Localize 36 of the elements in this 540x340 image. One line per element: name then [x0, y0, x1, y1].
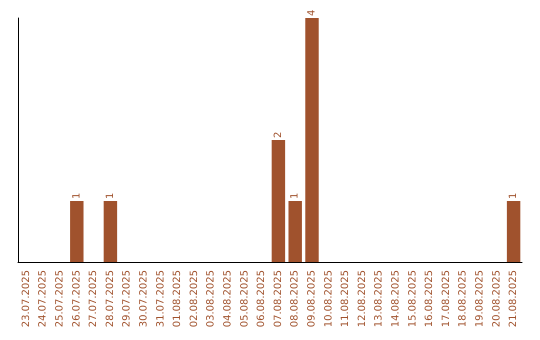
- x-tick-label: 29.07.2025: [122, 270, 133, 328]
- x-tick-label: 31.07.2025: [155, 270, 166, 328]
- x-tick-label: 08.08.2025: [290, 270, 301, 328]
- data-label: 1: [290, 192, 301, 199]
- data-label: 2: [272, 132, 284, 138]
- x-tick-label: 06.08.2025: [256, 270, 268, 328]
- x-tick-label: 10.08.2025: [323, 270, 334, 328]
- x-tick-label: 09.08.2025: [306, 270, 318, 328]
- data-label: 4: [306, 10, 318, 16]
- x-tick-label: 21.08.2025: [508, 270, 520, 328]
- x-tick-label: 20.08.2025: [491, 270, 502, 328]
- x-tick-label: 12.08.2025: [356, 270, 368, 328]
- x-tick-label: 24.07.2025: [38, 270, 49, 328]
- x-tick-label: 16.08.2025: [424, 270, 436, 328]
- x-tick-label: 13.08.2025: [374, 270, 385, 328]
- x-tick-label: 19.08.2025: [474, 270, 486, 328]
- x-tick-label: 25.07.2025: [54, 270, 66, 328]
- x-tick-label: 04.08.2025: [222, 270, 234, 328]
- data-label: 1: [71, 192, 82, 199]
- data-label: 1: [508, 192, 520, 199]
- x-tick-label: 18.08.2025: [458, 270, 469, 328]
- x-tick-label: 03.08.2025: [206, 270, 217, 328]
- x-tick-label: 17.08.2025: [440, 270, 452, 328]
- x-tick-label: 07.08.2025: [272, 270, 284, 328]
- x-tick-label: 26.07.2025: [71, 270, 82, 328]
- x-tick-label: 02.08.2025: [188, 270, 200, 328]
- x-tick-label: 15.08.2025: [407, 270, 418, 328]
- x-tick-label: 14.08.2025: [390, 270, 402, 328]
- x-tick-label: 01.08.2025: [172, 270, 184, 328]
- x-tick-label: 30.07.2025: [138, 270, 150, 328]
- data-label: 1: [104, 192, 116, 199]
- x-tick-label: 05.08.2025: [239, 270, 250, 328]
- x-tick-label: 27.07.2025: [88, 270, 100, 328]
- x-tick-label: 28.07.2025: [104, 270, 116, 328]
- x-tick-label: 11.08.2025: [340, 270, 352, 328]
- x-tick-label: 23.07.2025: [20, 270, 32, 328]
